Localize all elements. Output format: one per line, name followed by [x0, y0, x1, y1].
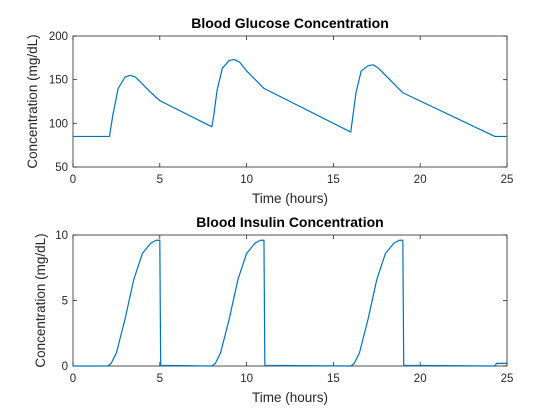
x-tick-label: 5	[157, 373, 163, 385]
x-axis-label: Time (hours)	[252, 191, 328, 206]
y-axis-label: Concentration (mg/dL)	[33, 233, 48, 367]
x-tick-label: 20	[414, 373, 427, 385]
y-tick-label: 200	[49, 31, 68, 43]
x-tick-label: 15	[327, 174, 340, 186]
y-tick-label: 100	[49, 118, 68, 130]
y-tick-label: 5	[62, 296, 68, 308]
series-line-1	[73, 239, 507, 367]
y-tick-label: 50	[55, 162, 68, 174]
x-tick-label: 0	[70, 373, 76, 385]
y-axis-label: Concentration (mg/dL)	[25, 34, 40, 168]
chart-panel-2: 0 5 10 15 20 25 0 5 10 Blood Insulin Concentratio…	[33, 214, 513, 405]
x-tick-label: 10	[240, 373, 253, 385]
x-tick-label: 25	[501, 373, 514, 385]
x-tick-label: 5	[157, 174, 163, 186]
x-axis-label: Time (hours)	[252, 390, 328, 405]
y-tick-label: 10	[55, 230, 68, 242]
x-tick-label: 25	[501, 174, 514, 186]
plot-area	[72, 234, 508, 367]
series-line-1	[73, 58, 507, 138]
chart-panel-1: 0 5 10 15 20 25 50 100 150 200 Blood Glucose Conce…	[25, 15, 513, 206]
chart-title: Blood Insulin Concentration	[196, 214, 383, 230]
y-tick-label: 0	[62, 361, 68, 373]
x-tick-label: 20	[414, 174, 427, 186]
x-tick-label: 15	[327, 373, 340, 385]
chart-title: Blood Glucose Concentration	[191, 15, 389, 31]
x-tick-label: 10	[240, 174, 253, 186]
y-tick-label: 150	[49, 75, 68, 87]
x-tick-label: 0	[70, 174, 76, 186]
